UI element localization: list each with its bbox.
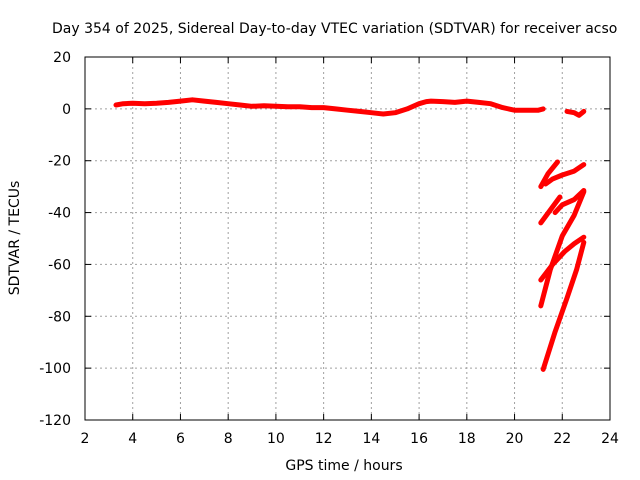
series-line-track-3 (538, 194, 563, 226)
y-tick-label: -20 (48, 154, 71, 170)
x-tick-label: 14 (362, 431, 380, 447)
x-tick-labels: 2 4 6 8 10 12 14 16 18 20 22 24 (81, 431, 619, 447)
x-tick-label: 18 (458, 431, 476, 447)
x-tick-label: 20 (506, 431, 524, 447)
x-tick-label: 2 (81, 431, 90, 447)
series-line-track-7 (540, 239, 587, 372)
y-tick-label: -80 (48, 309, 71, 325)
x-tick-label: 8 (224, 431, 233, 447)
series-line-track-2 (543, 162, 587, 187)
plot-frame (84, 56, 611, 421)
grid (85, 57, 610, 420)
chart-title: Day 354 of 2025, Sidereal Day-to-day VTE… (52, 21, 617, 37)
x-tick-label: 6 (176, 431, 185, 447)
x-axis-label: GPS time / hours (285, 458, 402, 474)
series-line-track-1 (538, 159, 560, 190)
x-tick-label: 24 (601, 431, 619, 447)
y-tick-label: 20 (53, 50, 71, 66)
x-tick-label: 22 (553, 431, 571, 447)
x-tick-label: 12 (315, 431, 333, 447)
series-line-track-6 (538, 189, 587, 309)
series-line-track-4 (552, 188, 587, 216)
y-tick-label: -120 (39, 413, 71, 429)
x-tick-label: 10 (267, 431, 285, 447)
x-tick-label: 4 (128, 431, 137, 447)
series-line-main (113, 97, 546, 117)
y-tick-label: 0 (62, 102, 71, 118)
series-line-late-1 (564, 108, 587, 118)
x-tick-label: 16 (410, 431, 428, 447)
y-axis-label: SDTVAR / TECUs (7, 181, 23, 296)
ticks (84, 56, 611, 421)
y-tick-labels: 20 0 -20 -40 -60 -80 -100 -120 (39, 50, 71, 429)
y-tick-label: -40 (48, 206, 71, 222)
y-tick-label: -100 (39, 361, 71, 377)
y-tick-label: -60 (48, 257, 71, 273)
series-group (113, 97, 587, 372)
